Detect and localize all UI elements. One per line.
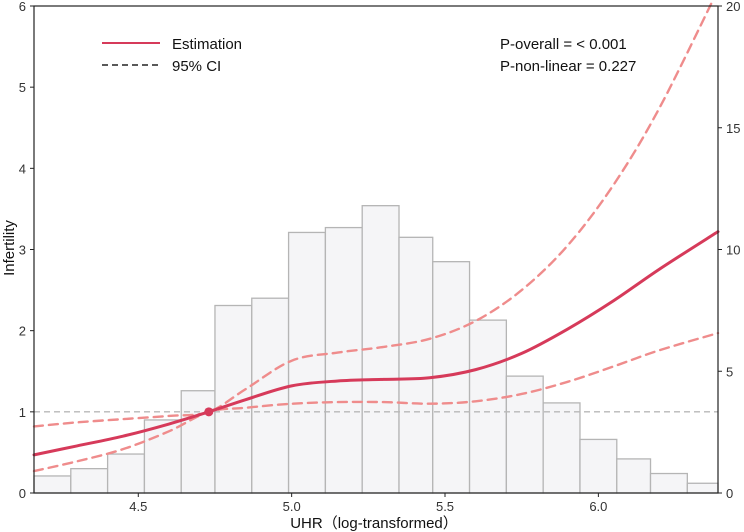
y-tick-label: 6 — [19, 0, 26, 14]
axes-layer: 0 1 2 3 4 5 6 0 5 10 15 20 4.5 5.0 5.5 6.0 — [19, 0, 741, 514]
histogram-bar — [468, 319, 508, 494]
y-tick-label: 0 — [19, 486, 26, 501]
y2-tick-label: 10 — [726, 243, 740, 258]
histogram-bar — [542, 402, 581, 494]
ci-lower-line — [32, 331, 720, 473]
x-tick-label: 5.0 — [283, 499, 301, 514]
histogram-bar — [180, 390, 216, 494]
y2-tick-label: 15 — [726, 121, 740, 136]
y-tick-label: 3 — [19, 243, 26, 258]
annotations: P-overall = < 0.001 P-non-linear = 0.227 — [500, 36, 636, 75]
reference-point — [204, 407, 214, 417]
y2-tick-label: 20 — [726, 0, 740, 14]
histogram-bar — [579, 438, 618, 494]
x-tick-label: 6.0 — [589, 499, 607, 514]
p-overall-annotation: P-overall = < 0.001 — [500, 36, 627, 53]
histogram-bar — [686, 482, 719, 494]
y2-tick-label: 0 — [726, 486, 733, 501]
legend: Estimation 95% CI — [102, 36, 242, 75]
x-tick-label: 4.5 — [129, 499, 147, 514]
y-axis-label: Infertility — [1, 220, 18, 276]
y-tick-label: 4 — [19, 161, 26, 176]
histogram-bar — [33, 475, 72, 494]
y-tick-label: 5 — [19, 80, 26, 95]
x-tick-label: 5.5 — [436, 499, 454, 514]
series-layer — [32, 0, 720, 473]
x-axis-label: UHR（log-transformed） — [290, 515, 458, 532]
p-non-linear-annotation: P-non-linear = 0.227 — [500, 58, 636, 75]
histogram-bar — [287, 231, 327, 494]
ci-upper-line — [32, 0, 715, 428]
histogram-bar — [106, 453, 146, 494]
histogram-bar — [398, 236, 434, 494]
histogram-bar — [143, 419, 182, 494]
histogram-layer — [33, 205, 719, 494]
y2-tick-label: 5 — [726, 364, 733, 379]
histogram-bar — [616, 458, 652, 494]
legend-ci-label: 95% CI — [172, 58, 221, 75]
legend-estimation-label: Estimation — [172, 36, 242, 53]
histogram-bar — [324, 226, 363, 494]
estimation-line — [32, 230, 720, 457]
histogram-bar — [649, 472, 688, 494]
y-tick-label: 2 — [19, 324, 26, 339]
histogram-bar — [70, 467, 109, 494]
y-tick-label: 1 — [19, 405, 26, 420]
